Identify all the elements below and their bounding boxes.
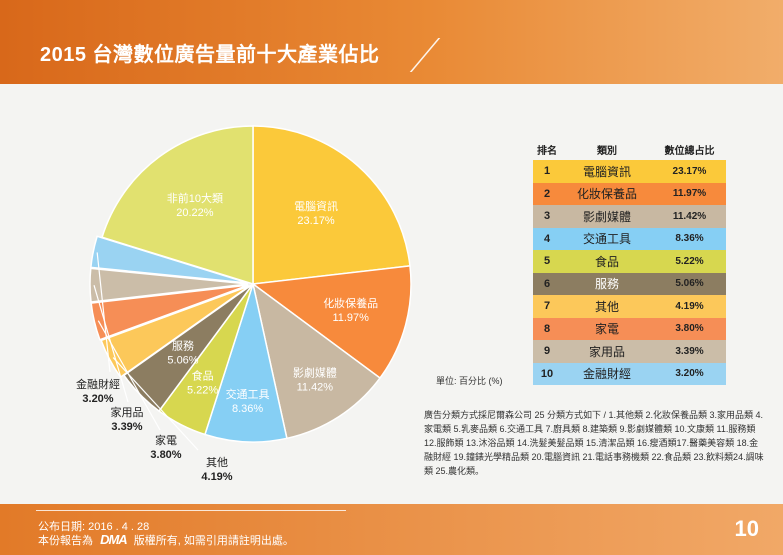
header-share: 數位總占比 [664, 145, 715, 157]
unit-label: 單位: 百分比 (%) [436, 376, 503, 386]
slice-label: 非前10大類 [167, 191, 223, 205]
pie-slice [101, 125, 254, 286]
slice-label: 電腦資訊 [294, 199, 338, 213]
rank-cell: 3 [543, 210, 551, 223]
slice-value: 5.22% [187, 384, 218, 396]
rank-cell: 4 [543, 232, 551, 245]
category-cell: 金融財經 [582, 367, 631, 382]
slice-value: 3.39% [111, 421, 142, 433]
header-category: 類別 [597, 145, 617, 157]
table-row: 2 化妝保養品 11.97% [533, 182, 726, 205]
share-cell: 8.36% [675, 233, 704, 245]
content-area: 電腦資訊 23.17% 化妝保養品 11.97% 影劇媒體 11.42% 交通工具 8.36%… [0, 84, 783, 504]
leader-line [97, 320, 161, 431]
publish-date: 公布日期: 2016 . 4 . 28 [38, 521, 150, 533]
category-cell: 影劇媒體 [582, 209, 631, 224]
pie-chart: 電腦資訊 23.17% 化妝保養品 11.97% 影劇媒體 11.42% 交通工具 8.36%… [76, 125, 412, 483]
category-cell: 化妝保養品 [576, 187, 637, 202]
slice-label: 影劇媒體 [293, 365, 337, 379]
category-cell: 家用品 [588, 344, 625, 359]
slice-value: 3.20% [82, 393, 113, 405]
slice-value: 4.19% [201, 471, 232, 483]
share-cell: 5.22% [675, 255, 704, 267]
table-row: 4 交通工具 8.36% [533, 227, 726, 250]
dma-logo: DMA [100, 532, 128, 547]
category-cell: 其他 [594, 299, 619, 314]
footer-band: 公布日期: 2016 . 4 . 28 本份報告為 DMA 版權所有, 如需引用… [0, 504, 783, 555]
footer-divider [36, 510, 346, 511]
slice-label: 家用品 [111, 405, 144, 419]
copyright-text: 本份報告為 DMA 版權所有, 如需引用請註明出處。 [38, 532, 294, 548]
category-cell: 食品 [594, 254, 619, 269]
table-row: 5 食品 5.22% [533, 250, 726, 273]
share-cell: 23.17% [672, 165, 707, 177]
share-cell: 5.06% [675, 278, 704, 290]
header-band: 2015 台灣數位廣告量前十大產業佔比 [0, 0, 783, 84]
pie-slice [252, 125, 411, 285]
rank-cell: 7 [543, 300, 551, 313]
pie-slice [251, 282, 382, 440]
table-row: 9 家用品 3.39% [533, 340, 726, 363]
pie-slice [89, 267, 249, 303]
table-row: 1 電腦資訊 23.17% [533, 160, 726, 183]
page-title: 2015 台灣數位廣告量前十大產業佔比 [40, 44, 380, 66]
leader-line [93, 284, 129, 403]
category-cell: 服務 [594, 277, 619, 292]
share-cell: 3.39% [675, 345, 704, 357]
table-row: 6 服務 5.06% [533, 272, 726, 295]
pie-slice [90, 284, 249, 341]
rank-cell: 2 [543, 187, 551, 200]
share-cell: 11.97% [672, 188, 707, 200]
rank-cell: 9 [543, 345, 551, 358]
rank-cell: 6 [543, 277, 551, 290]
table-row: 10 金融財經 3.20% [533, 362, 726, 385]
category-cell: 電腦資訊 [582, 164, 631, 179]
leader-line [96, 252, 111, 373]
slice-value: 23.17% [297, 215, 335, 227]
rank-cell: 5 [543, 255, 551, 268]
slice-label: 家電 [155, 433, 177, 447]
share-cell: 3.80% [675, 323, 704, 335]
table-row: 7 其他 4.19% [533, 295, 726, 318]
slice-label: 服務 [172, 339, 194, 353]
category-cell: 交通工具 [582, 232, 631, 247]
rank-cell: 1 [543, 165, 551, 178]
slice-value: 20.22% [176, 207, 214, 219]
slice-value: 5.06% [167, 355, 198, 367]
slice-label: 交通工具 [226, 387, 270, 401]
pie-slice [251, 265, 412, 380]
classification-note: 廣告分類方式採尼爾森公司 25 分類方式如下 / 1.其他類 2.化妝保養品類 … [424, 410, 764, 476]
header-rank: 排名 [537, 145, 557, 157]
slice-value: 11.42% [297, 381, 334, 393]
table-row: 3 影劇媒體 11.42% [533, 205, 726, 228]
slice-value: 8.36% [232, 403, 263, 415]
rank-cell: 10 [540, 367, 554, 380]
slice-value: 11.97% [332, 312, 369, 324]
page-number: 10 [734, 516, 759, 541]
share-cell: 3.20% [675, 368, 704, 380]
slice-label: 金融財經 [76, 377, 120, 391]
rights-suffix: 版權所有, 如需引用請註明出處。 [133, 535, 294, 547]
rights-prefix: 本份報告為 [38, 535, 93, 547]
ranking-table: 排名 類別 數位總占比 1 電腦資訊 23.17% 2 化妝保養品 11.97% 3 影劇媒體… [533, 138, 726, 385]
slice-label: 化妝保養品 [323, 296, 378, 310]
title-slash-decoration [409, 38, 441, 72]
category-cell: 家電 [594, 322, 619, 337]
rank-cell: 8 [543, 322, 551, 335]
pie-slice [90, 235, 249, 284]
table-header-row: 排名 類別 數位總占比 [533, 138, 726, 160]
table-row: 8 家電 3.80% [533, 317, 726, 340]
share-cell: 11.42% [672, 210, 707, 222]
share-cell: 4.19% [675, 300, 704, 312]
slice-value: 3.80% [150, 449, 181, 461]
slice-label: 食品 [192, 368, 214, 382]
slice-label: 其他 [206, 456, 228, 469]
